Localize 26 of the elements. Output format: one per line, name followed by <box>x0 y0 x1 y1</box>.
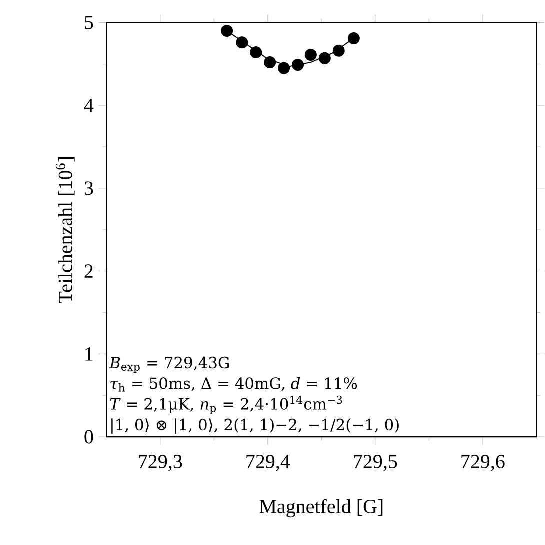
point <box>250 46 262 59</box>
x-tick-label: 729,6 <box>462 455 505 472</box>
x-tick-label: 729,3 <box>139 455 182 472</box>
point <box>332 44 345 57</box>
x-axis-title: Magnetfeld [G] <box>260 499 383 518</box>
annotation: |1, 0⟩ ⊗ |1, 0⟩, 2(1, 1)−2, −1/2(−1, 0) <box>112 418 400 434</box>
point <box>221 25 234 38</box>
y-tick-label: 5 <box>85 16 94 30</box>
y-tick-label: 0 <box>84 430 94 444</box>
y-tick-label: 1 <box>86 348 93 361</box>
point <box>264 56 276 68</box>
y-tick-label: 3 <box>85 182 94 196</box>
annotation: B$_{exp}$ = 729,43G <box>109 356 230 374</box>
y-axis-title: Teilchenzahl [10$^{6}$] <box>56 157 75 304</box>
annotation: τ$_{h}$ = 50ms, Δ = 40mG, d = 11% <box>110 377 358 392</box>
x-tick-label: 729,5 <box>354 455 398 472</box>
point <box>348 32 360 44</box>
point <box>305 49 318 62</box>
y-tick-label: 2 <box>84 264 93 278</box>
point <box>236 36 248 49</box>
x-tick-label: 729,4 <box>246 455 290 472</box>
y-tick-label: 4 <box>84 99 94 112</box>
point <box>278 62 290 74</box>
point <box>292 58 304 71</box>
point <box>319 52 332 64</box>
annotation: T = 2,1μK, n$_{p}$ = 2,4·10$^{14}$cm$^{−3}$ <box>110 396 342 414</box>
